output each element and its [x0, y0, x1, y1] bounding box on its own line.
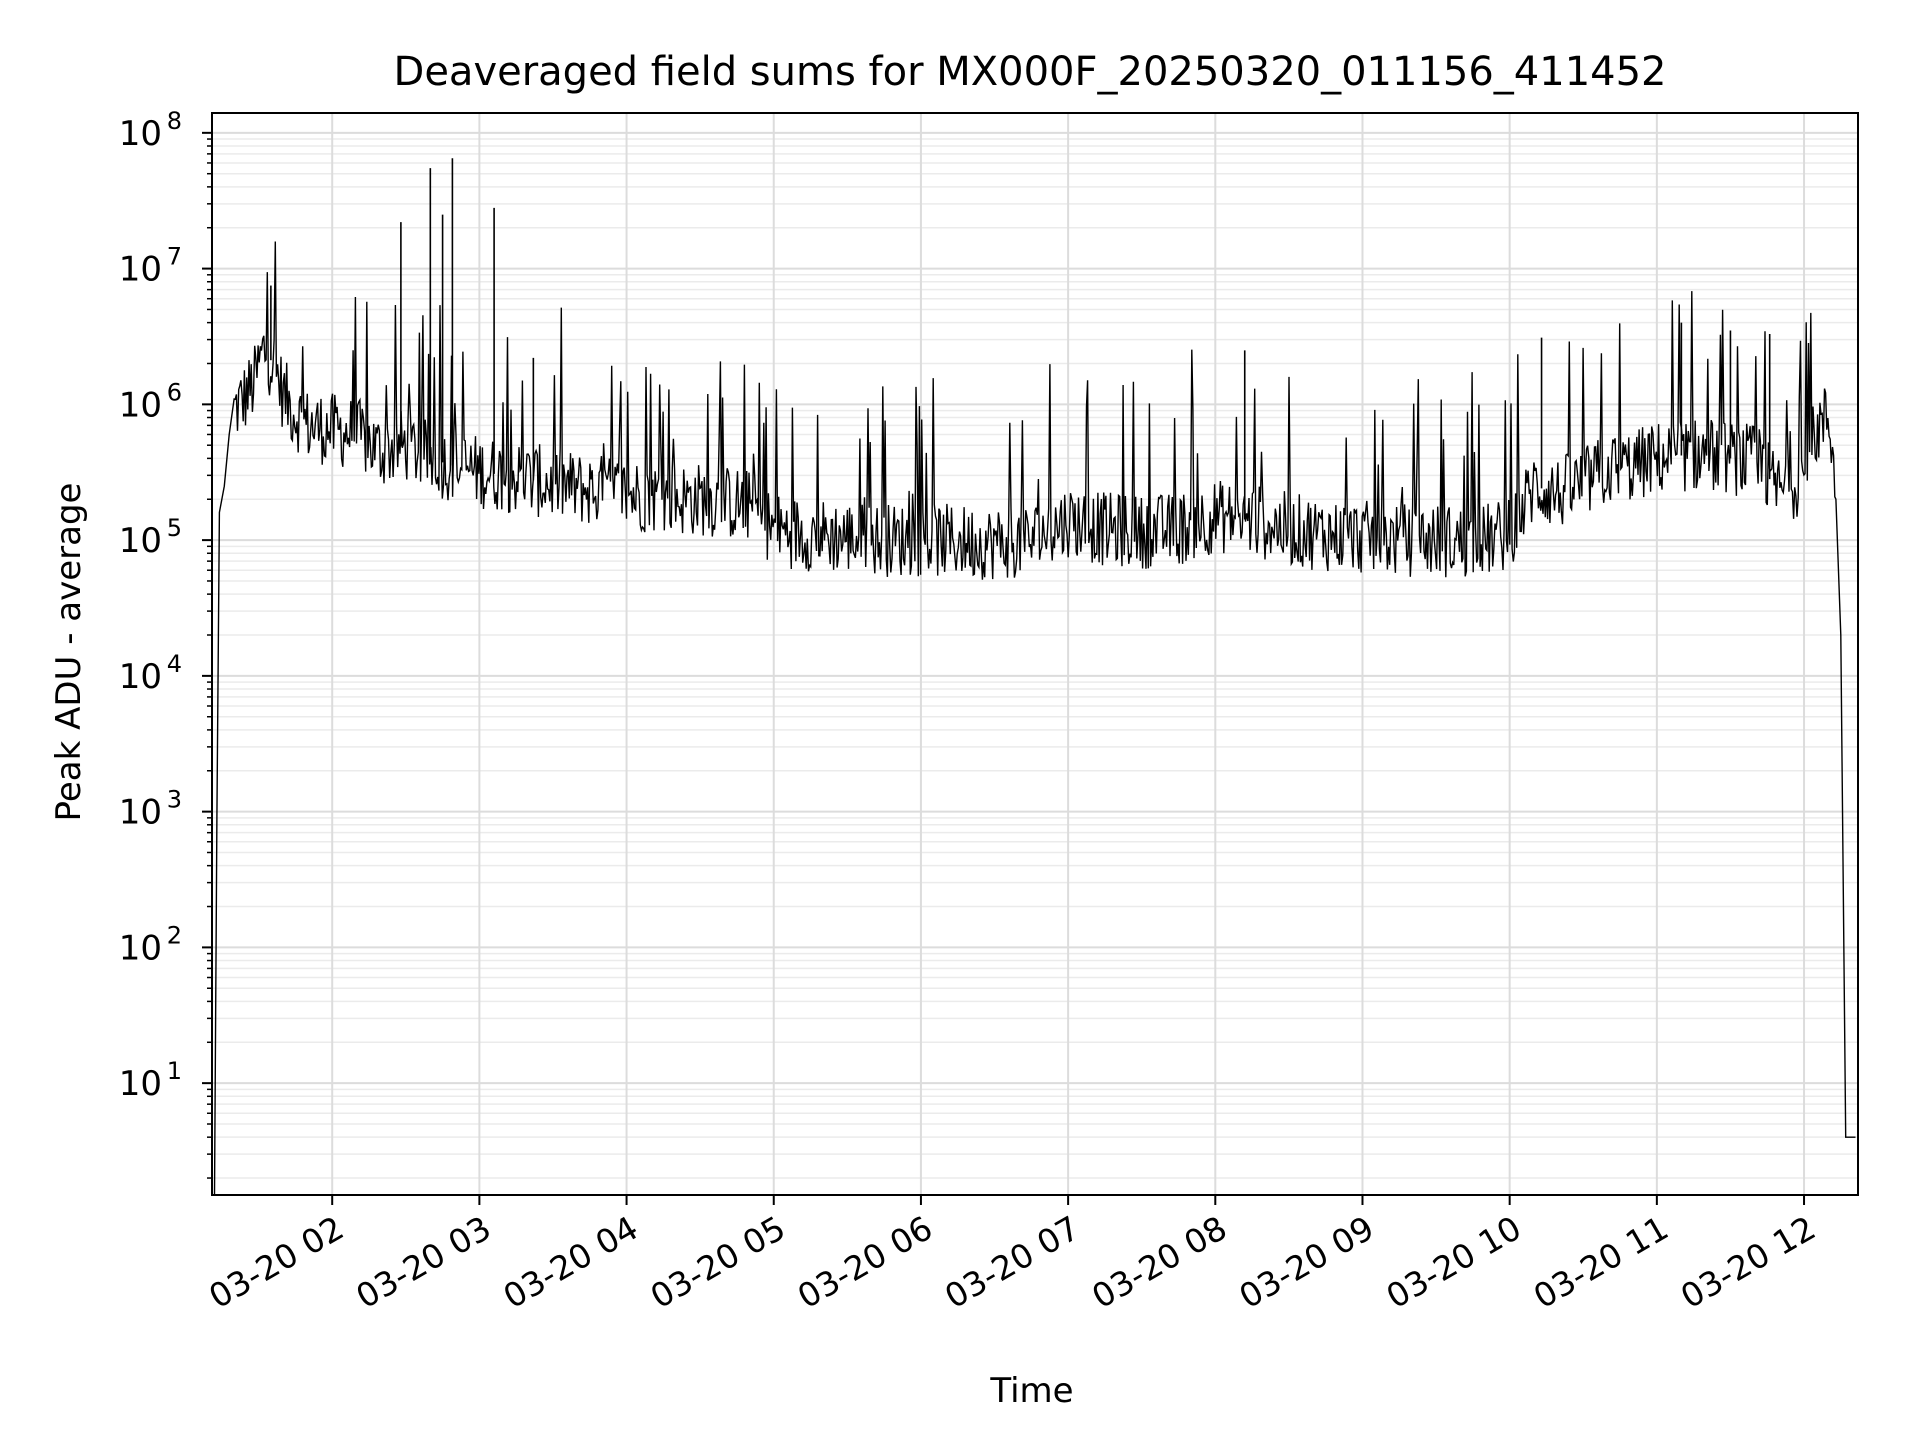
y-tick-label: 10	[119, 114, 162, 154]
plot-frame	[211, 112, 1859, 1196]
y-tick-exponent: 2	[167, 921, 182, 949]
chart-title: Deaveraged field sums for MX000F_2025032…	[394, 49, 1667, 95]
y-tick-exponent: 4	[167, 650, 182, 678]
x-axis-label: Time	[989, 1371, 1073, 1411]
y-tick-exponent: 6	[167, 378, 182, 406]
grid	[212, 113, 1858, 1195]
y-tick-exponent: 8	[167, 107, 182, 135]
y-tick-label: 10	[119, 521, 162, 561]
y-tick-label: 10	[119, 928, 162, 968]
series-line	[213, 241, 1856, 1196]
y-tick-label: 10	[119, 657, 162, 697]
data-layer	[213, 158, 1856, 1196]
y-axis-label: Peak ADU - average	[49, 483, 89, 822]
y-tick-label: 10	[119, 385, 162, 425]
y-tick-label: 10	[119, 793, 162, 833]
y-tick-label: 10	[119, 1064, 162, 1104]
y-tick-exponent: 1	[167, 1057, 182, 1085]
y-tick-exponent: 3	[167, 786, 182, 814]
y-tick-exponent: 5	[167, 514, 182, 542]
y-tick-label: 10	[119, 250, 162, 290]
y-tick-exponent: 7	[167, 243, 182, 271]
